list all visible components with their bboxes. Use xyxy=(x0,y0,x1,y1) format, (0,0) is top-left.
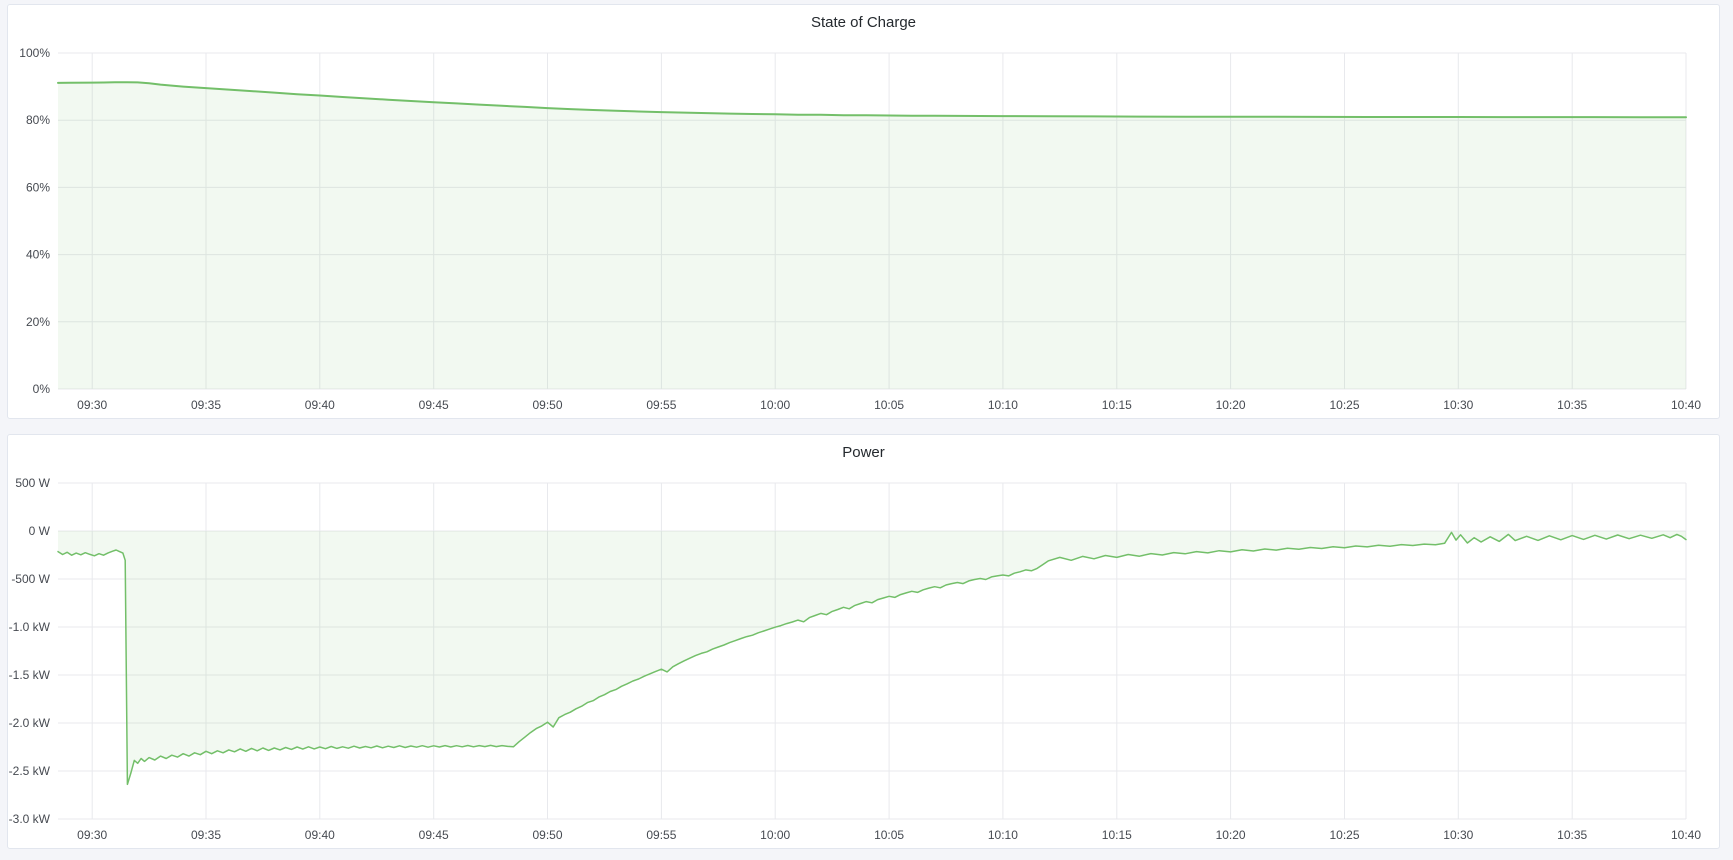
svg-text:09:40: 09:40 xyxy=(305,398,335,412)
svg-text:0%: 0% xyxy=(33,382,51,396)
svg-text:10:00: 10:00 xyxy=(760,828,790,842)
svg-text:10:20: 10:20 xyxy=(1216,828,1246,842)
panel-state-of-charge: State of Charge 09:30 09:35 09:40 09:45 09:5… xyxy=(7,4,1720,419)
svg-text:09:45: 09:45 xyxy=(419,828,449,842)
power-chart[interactable]: 09:30 09:35 09:40 09:45 09:50 09:55 10:00 10:05… xyxy=(8,435,1719,848)
svg-text:09:45: 09:45 xyxy=(419,398,449,412)
svg-text:10:30: 10:30 xyxy=(1443,828,1473,842)
svg-text:09:55: 09:55 xyxy=(646,828,676,842)
svg-text:100%: 100% xyxy=(19,46,50,60)
svg-text:10:35: 10:35 xyxy=(1557,398,1587,412)
svg-text:10:10: 10:10 xyxy=(988,828,1018,842)
svg-text:10:15: 10:15 xyxy=(1102,828,1132,842)
svg-text:-2.5 kW: -2.5 kW xyxy=(9,764,51,778)
svg-text:09:50: 09:50 xyxy=(532,828,562,842)
svg-text:09:30: 09:30 xyxy=(77,398,107,412)
svg-text:09:30: 09:30 xyxy=(77,828,107,842)
chart-svg: 09:30 09:35 09:40 09:45 09:50 09:55 10:00 10:05… xyxy=(9,476,1702,842)
svg-text:-1.5 kW: -1.5 kW xyxy=(9,668,51,682)
state-of-charge-chart[interactable]: 09:30 09:35 09:40 09:45 09:50 09:55 10:00 10:05… xyxy=(8,5,1719,418)
svg-text:-2.0 kW: -2.0 kW xyxy=(9,716,51,730)
svg-text:20%: 20% xyxy=(26,315,50,329)
panel-title-state-of-charge[interactable]: State of Charge xyxy=(810,14,917,31)
svg-text:10:25: 10:25 xyxy=(1329,398,1359,412)
svg-text:09:40: 09:40 xyxy=(305,828,335,842)
svg-text:60%: 60% xyxy=(26,180,50,194)
svg-text:09:35: 09:35 xyxy=(191,398,221,412)
svg-text:0 W: 0 W xyxy=(29,524,51,538)
svg-text:10:20: 10:20 xyxy=(1216,398,1246,412)
svg-text:40%: 40% xyxy=(26,248,50,262)
svg-text:-500 W: -500 W xyxy=(11,572,50,586)
panel-power: Power 09:30 09:35 09:40 09:45 09:50 09:55 10:0… xyxy=(7,434,1720,849)
svg-text:09:50: 09:50 xyxy=(532,398,562,412)
svg-text:10:35: 10:35 xyxy=(1557,828,1587,842)
svg-text:10:10: 10:10 xyxy=(988,398,1018,412)
panel-title-power[interactable]: Power xyxy=(842,444,885,461)
svg-text:10:05: 10:05 xyxy=(874,398,904,412)
svg-text:10:30: 10:30 xyxy=(1443,398,1473,412)
svg-text:500 W: 500 W xyxy=(15,476,50,490)
svg-text:10:15: 10:15 xyxy=(1102,398,1132,412)
svg-text:80%: 80% xyxy=(26,113,50,127)
svg-text:-3.0 kW: -3.0 kW xyxy=(9,812,51,826)
chart-svg: 09:30 09:35 09:40 09:45 09:50 09:55 10:00 10:05… xyxy=(19,46,1701,412)
svg-text:10:25: 10:25 xyxy=(1329,828,1359,842)
svg-text:09:35: 09:35 xyxy=(191,828,221,842)
svg-text:-1.0 kW: -1.0 kW xyxy=(9,620,51,634)
svg-text:10:40: 10:40 xyxy=(1671,398,1701,412)
svg-text:09:55: 09:55 xyxy=(646,398,676,412)
svg-text:10:40: 10:40 xyxy=(1671,828,1701,842)
svg-text:10:05: 10:05 xyxy=(874,828,904,842)
svg-text:10:00: 10:00 xyxy=(760,398,790,412)
